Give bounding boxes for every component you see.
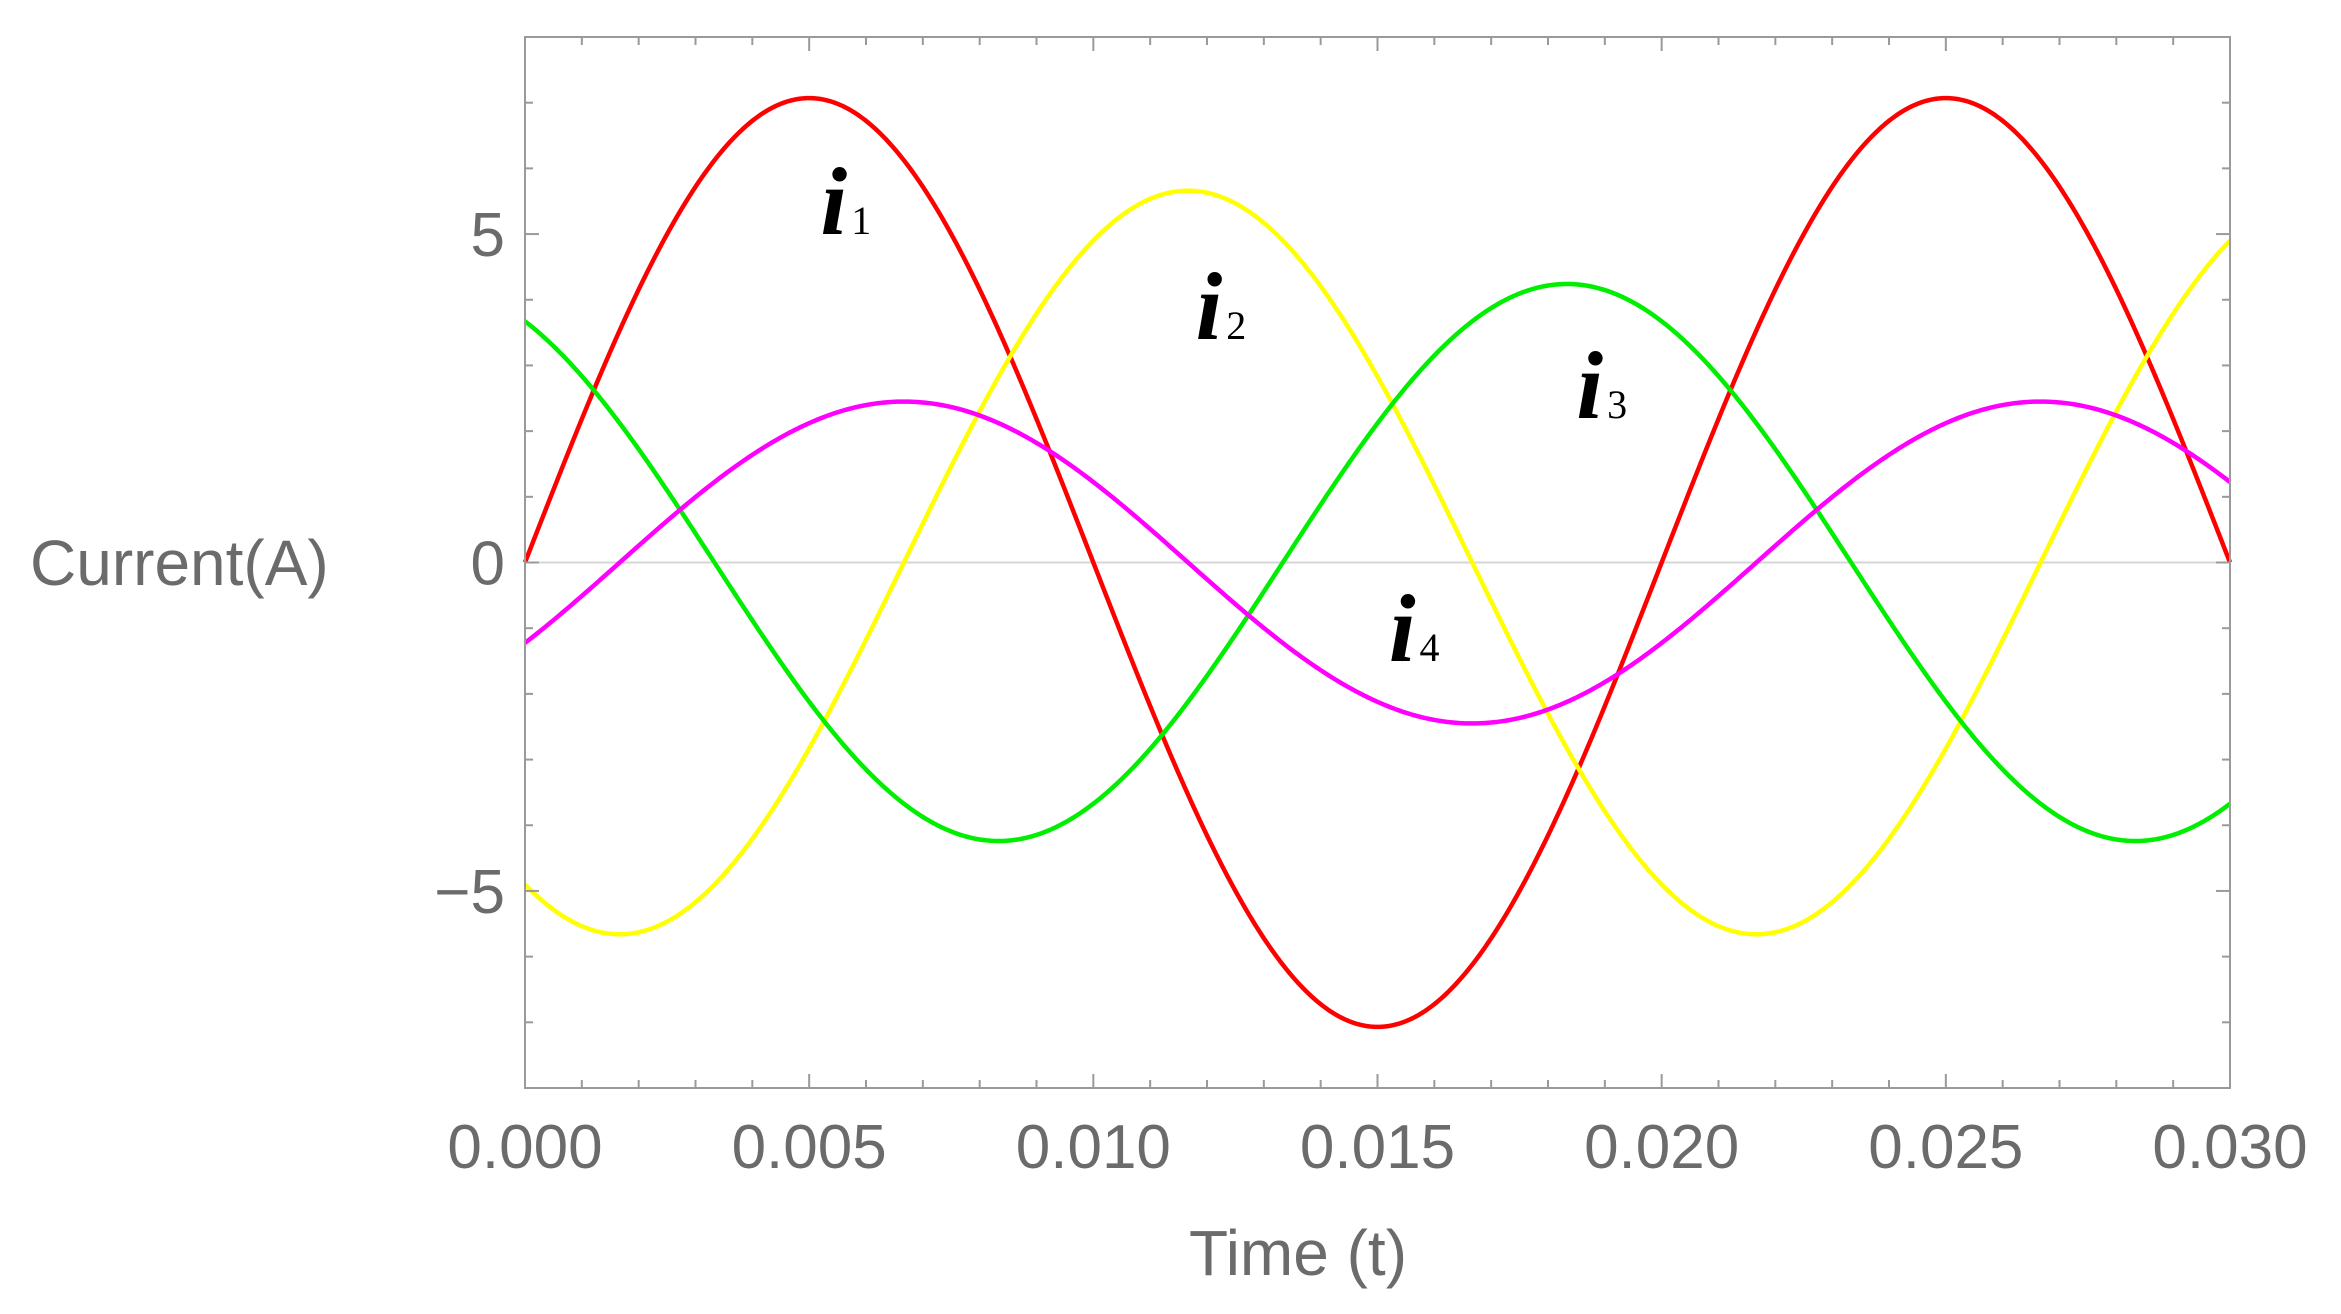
- x-tick-label: 0.010: [1016, 1113, 1171, 1182]
- x-axis-label: Time (t): [1189, 1217, 1407, 1289]
- y-tick-label: 0: [471, 530, 505, 599]
- x-tick-label: 0.000: [447, 1113, 602, 1182]
- series-layer: [522, 95, 2233, 1030]
- curve-labels: i 1 i 2 i 3 i 4: [821, 148, 1628, 682]
- series-line-i4: [523, 399, 2232, 726]
- x-tick-label: 0.025: [1868, 1113, 2023, 1182]
- y-tick-label: 5: [471, 201, 505, 270]
- y-axis-label: Current(A): [30, 527, 329, 599]
- series-line-i1: [522, 95, 2233, 1030]
- x-tick-label: 0.015: [1300, 1113, 1455, 1182]
- x-tick-label: 0.005: [732, 1113, 887, 1182]
- series-line-i3: [523, 281, 2232, 844]
- x-tick-label: 0.030: [2152, 1113, 2307, 1182]
- ticks-layer: 0.000 0.005 0.010 0.015 0.020 0.025 0.030 5 0 −5: [434, 37, 2308, 1182]
- y-tick-label: −5: [434, 858, 505, 927]
- x-tick-label: 0.020: [1584, 1113, 1739, 1182]
- series-line-i2: [523, 188, 2232, 937]
